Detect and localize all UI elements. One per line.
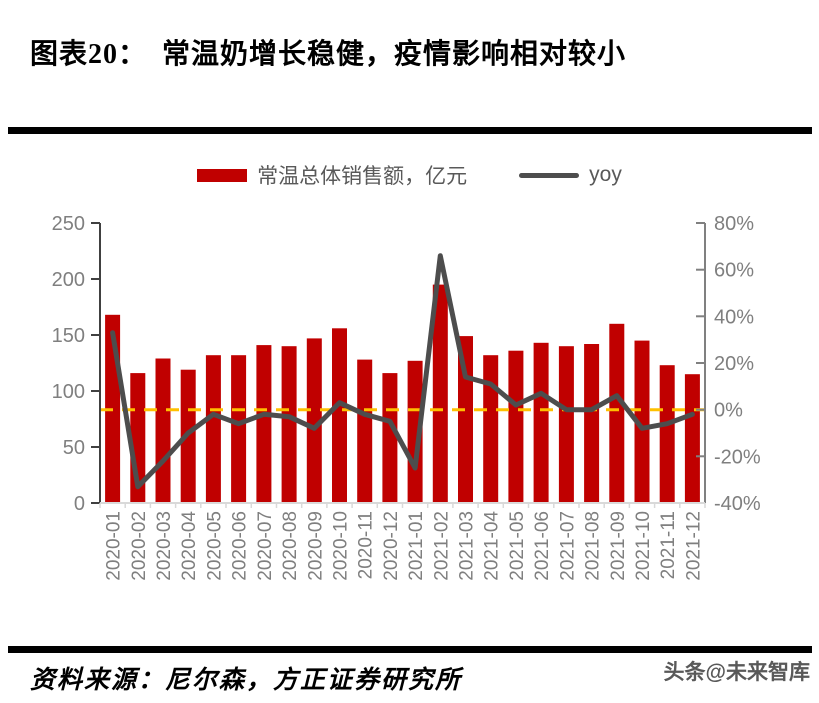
bar-2021-08 [584, 344, 600, 503]
bar-2020-07 [256, 345, 272, 503]
left-axis-label: 0 [74, 493, 85, 515]
source-note: 资料来源：尼尔森，方正证券研究所 [30, 667, 463, 694]
line-series-swatch [519, 172, 580, 178]
right-axis: -40% -20% 0% 20% 40% 60% 80% [696, 213, 761, 515]
bar-2021-12 [684, 374, 700, 503]
left-axis-label: 150 [52, 325, 85, 347]
x-label-2021-08: 2021-08 [583, 511, 604, 581]
left-axis-label: 50 [63, 437, 85, 459]
bar-2021-05 [508, 350, 524, 503]
chart-legend: 常温总体销售额，亿元 yoy [0, 160, 819, 190]
x-label-2021-07: 2021-07 [557, 511, 578, 581]
bar-series [105, 284, 700, 503]
left-axis-label: 250 [52, 213, 85, 235]
bar-2021-11 [659, 365, 675, 503]
legend-item-yoy: yoy [519, 163, 622, 187]
bottom-divider [8, 646, 812, 653]
yoy-line [110, 253, 695, 490]
bar-2020-03 [155, 358, 171, 503]
top-divider [8, 127, 812, 134]
bar-2020-08 [281, 346, 297, 503]
bar-2021-09 [609, 323, 625, 503]
right-axis-label: -40% [714, 493, 761, 515]
legend-label-yoy: yoy [589, 163, 622, 186]
bar-2021-04 [483, 355, 499, 503]
x-label-2021-04: 2021-04 [482, 511, 503, 581]
right-axis-label: 20% [714, 353, 754, 375]
x-label-2020-02: 2020-02 [129, 511, 150, 581]
x-label-2021-12: 2021-12 [683, 511, 704, 581]
x-label-2020-04: 2020-04 [179, 511, 200, 581]
right-axis-label: 80% [714, 213, 754, 235]
bar-2020-06 [231, 355, 247, 503]
x-label-2020-06: 2020-06 [230, 511, 251, 581]
x-label-2020-08: 2020-08 [280, 511, 301, 581]
x-label-2021-09: 2021-09 [608, 511, 629, 581]
x-label-2021-10: 2021-10 [633, 511, 654, 581]
x-label-2021-01: 2021-01 [406, 511, 427, 581]
legend-label-sales: 常温总体销售额，亿元 [257, 165, 468, 188]
right-axis-label: -20% [714, 446, 761, 468]
x-label-2020-05: 2020-05 [204, 511, 225, 581]
bar-2021-10 [634, 340, 650, 503]
chart-title: 图表20： 常温奶增长稳健，疫情影响相对较小 [30, 39, 627, 70]
watermark: 头条@未来智库 [663, 661, 810, 684]
bar-2021-07 [558, 346, 574, 503]
x-label-2021-02: 2021-02 [431, 511, 452, 581]
bar-2021-06 [533, 342, 549, 503]
x-label-2020-01: 2020-01 [104, 511, 125, 581]
bar-2020-05 [205, 355, 221, 503]
right-axis-label: 60% [714, 260, 754, 282]
x-label-2020-11: 2020-11 [356, 511, 377, 579]
bar-2020-10 [332, 328, 347, 503]
x-label-2021-06: 2021-06 [532, 511, 553, 581]
x-label-2020-09: 2020-09 [305, 511, 326, 581]
x-axis: 2020-01 2020-02 2020-03 2020-04 2020-05 2020-… [99, 502, 706, 581]
combo-chart: 0 50 100 150 200 250 -40% -20% 0% 20% 40% 60% 80% 202… [52, 213, 761, 581]
bar-2020-11 [357, 359, 373, 503]
legend-item-sales: 常温总体销售额，亿元 [197, 160, 467, 190]
bar-2020-12 [382, 373, 398, 503]
left-axis: 0 50 100 150 200 250 [52, 213, 101, 515]
x-label-2020-10: 2020-10 [331, 511, 352, 581]
bar-series-swatch [197, 168, 248, 182]
x-label-2021-05: 2021-05 [507, 511, 528, 581]
x-label-2021-03: 2021-03 [457, 511, 478, 581]
x-label-2020-07: 2020-07 [255, 511, 276, 581]
bar-2021-01 [407, 360, 423, 503]
left-axis-label: 200 [52, 269, 85, 291]
left-axis-label: 100 [52, 381, 85, 403]
bar-2021-02 [432, 284, 448, 503]
x-label-2020-12: 2020-12 [381, 511, 402, 581]
bar-2020-09 [306, 338, 322, 503]
right-axis-label: 40% [714, 306, 754, 328]
x-label-2020-03: 2020-03 [154, 511, 175, 581]
x-label-2021-11: 2021-11 [658, 511, 679, 579]
right-axis-label: 0% [714, 400, 743, 422]
